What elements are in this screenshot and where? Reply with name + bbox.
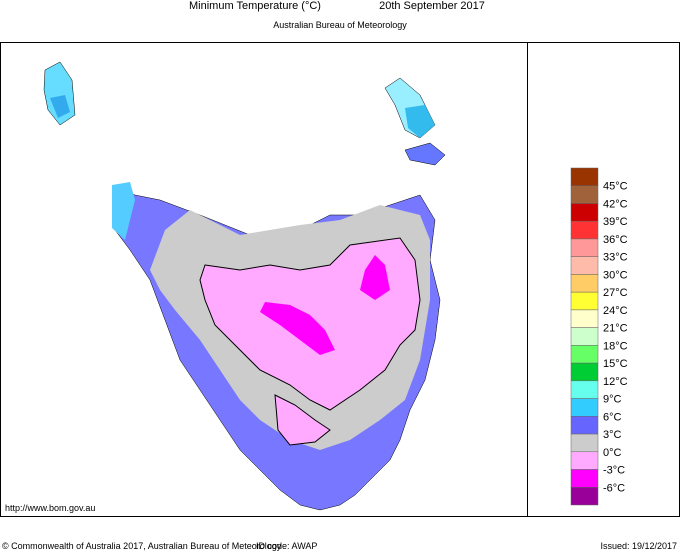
legend-label: 27°C: [603, 287, 628, 299]
legend-label: 18°C: [603, 340, 628, 352]
legend-label: 39°C: [603, 216, 628, 228]
legend-swatch: [570, 487, 599, 506]
king-island-inner: [50, 95, 70, 118]
northwest-zone: [112, 182, 135, 240]
legend-label: 0°C: [603, 447, 622, 459]
legend-label: 33°C: [603, 252, 628, 264]
legend-label: 21°C: [603, 323, 628, 335]
legend-label: -3°C: [603, 465, 625, 477]
legend-label: 9°C: [603, 394, 622, 406]
id-code: ID code: AWAP: [256, 541, 317, 551]
legend-label: 30°C: [603, 269, 628, 281]
copyright: © Commonwealth of Australia 2017, Austra…: [2, 541, 282, 551]
legend-swatch: [570, 220, 599, 240]
hard-frost-zone: [260, 302, 335, 355]
legend-swatch: [570, 256, 599, 275]
legend-swatch: [570, 291, 599, 311]
legend-swatch: [570, 238, 599, 257]
legend-swatch: [570, 380, 599, 399]
legend-label: -6°C: [603, 482, 625, 494]
hard-frost-zone-north: [360, 255, 390, 300]
date: 20th September 2017: [379, 0, 485, 12]
legend-label: 42°C: [603, 198, 628, 210]
legend-swatch: [570, 309, 599, 328]
legend-swatch: [570, 274, 599, 293]
title: Minimum Temperature (°C): [189, 0, 321, 12]
legend-label: 36°C: [603, 234, 628, 246]
legend-swatch: [570, 469, 599, 488]
legend-swatch: [570, 451, 599, 470]
legend-swatch: [570, 203, 599, 222]
legend-label: 12°C: [603, 376, 628, 388]
legend-label: 3°C: [603, 429, 622, 441]
legend-swatch: [570, 416, 599, 435]
legend-swatch: [570, 185, 599, 204]
legend: 45°C 42°C 39°C 36°C 33°C 30°C 27°C 24°C 21°C 18°C…: [570, 167, 628, 506]
frost-zone-south: [274, 394, 331, 446]
url: http://www.bom.gov.au: [5, 503, 95, 513]
legend-label: 15°C: [603, 358, 628, 370]
legend-swatch: [570, 362, 599, 382]
cape-barren-island: [404, 142, 446, 166]
legend-label: 24°C: [603, 305, 628, 317]
legend-swatch: [570, 433, 599, 453]
legend-swatch: [570, 398, 599, 417]
legend-label: 6°C: [603, 411, 622, 423]
tasmania: [43, 61, 446, 511]
flinders-island-inner: [405, 105, 435, 138]
legend-swatch: [570, 345, 599, 364]
subtitle: Australian Bureau of Meteorology: [273, 20, 407, 30]
legend-swatch: [570, 167, 599, 186]
issued: Issued: 19/12/2017: [600, 541, 677, 551]
legend-swatch: [570, 327, 599, 346]
legend-label: 45°C: [603, 181, 628, 193]
